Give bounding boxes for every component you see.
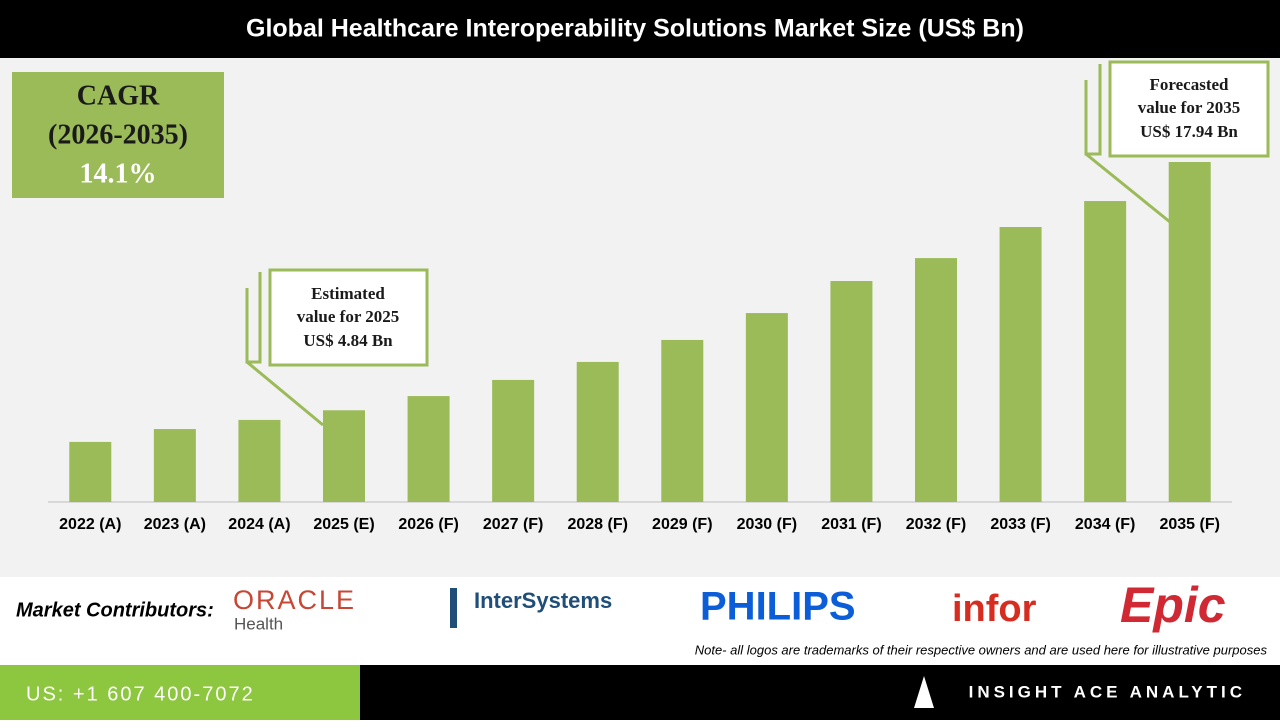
- bar: [830, 281, 873, 502]
- x-tick-label: 2032 (F): [906, 516, 966, 533]
- bar: [492, 379, 535, 502]
- note: Note- all logos are trademarks of their …: [695, 642, 1268, 657]
- x-tick-label: 2033 (F): [990, 516, 1050, 533]
- bar: [1168, 162, 1211, 502]
- logo: ORACLE: [233, 585, 356, 615]
- logo: Health: [234, 614, 283, 633]
- title-bar: [0, 0, 1280, 58]
- logo: Epic: [1120, 577, 1226, 633]
- x-tick-label: 2034 (F): [1075, 516, 1135, 533]
- bar: [69, 441, 112, 502]
- x-tick-label: 2023 (A): [144, 516, 206, 533]
- phone: US: +1 607 400-7072: [26, 683, 255, 705]
- cagr-label: CAGR: [77, 80, 160, 111]
- annotation-box: [1108, 60, 1270, 158]
- x-tick-label: 2024 (A): [228, 516, 290, 533]
- annotation-pointer: [245, 272, 324, 427]
- annotation-text: value for 2025: [297, 307, 400, 326]
- logo: InterSystems: [474, 588, 612, 613]
- bar: [661, 339, 704, 502]
- annotation-text: Estimated: [311, 284, 385, 303]
- annotation-text: US$ 17.94 Bn: [1140, 122, 1238, 141]
- footer-brand-bg: [360, 665, 1280, 720]
- x-tick-label: 2028 (F): [567, 516, 627, 533]
- x-tick-label: 2031 (F): [821, 516, 881, 533]
- bar: [1084, 201, 1127, 502]
- bar: [576, 361, 619, 502]
- chart-title: Global Healthcare Interoperability Solut…: [246, 15, 1024, 43]
- bar: [323, 410, 365, 502]
- cagr-value: 14.1%: [80, 158, 157, 189]
- logo: infor: [952, 588, 1037, 630]
- logo-mark: [450, 588, 457, 628]
- annotation-text: value for 2035: [1138, 98, 1241, 117]
- cagr-period: (2026-2035): [48, 119, 188, 150]
- brand: INSIGHT ACE ANALYTIC: [969, 682, 1246, 701]
- bar: [238, 419, 281, 502]
- logo: PHILIPS: [700, 585, 856, 629]
- x-tick-label: 2025 (E): [313, 516, 374, 533]
- bar: [153, 429, 196, 502]
- cagr-box: [12, 72, 224, 198]
- annotation-box: [268, 268, 429, 367]
- annotation-text: US$ 4.84 Bn: [303, 331, 393, 350]
- brand-icon: [914, 676, 934, 708]
- contributors-label: Market Contributors:: [16, 599, 214, 621]
- x-tick-label: 2029 (F): [652, 516, 712, 533]
- x-tick-label: 2035 (F): [1159, 516, 1219, 533]
- x-tick-label: 2027 (F): [483, 516, 543, 533]
- annotation-pointer: [1084, 64, 1171, 224]
- contributors-bg: [0, 577, 1280, 665]
- annotation-text: Forecasted: [1150, 75, 1230, 94]
- x-tick-label: 2022 (A): [59, 516, 121, 533]
- bar: [999, 227, 1042, 503]
- bar: [407, 396, 450, 502]
- x-tick-label: 2026 (F): [398, 516, 458, 533]
- bar: [745, 313, 788, 502]
- x-tick-label: 2030 (F): [737, 516, 797, 533]
- bar: [915, 258, 957, 502]
- footer-phone-bg: [0, 665, 360, 720]
